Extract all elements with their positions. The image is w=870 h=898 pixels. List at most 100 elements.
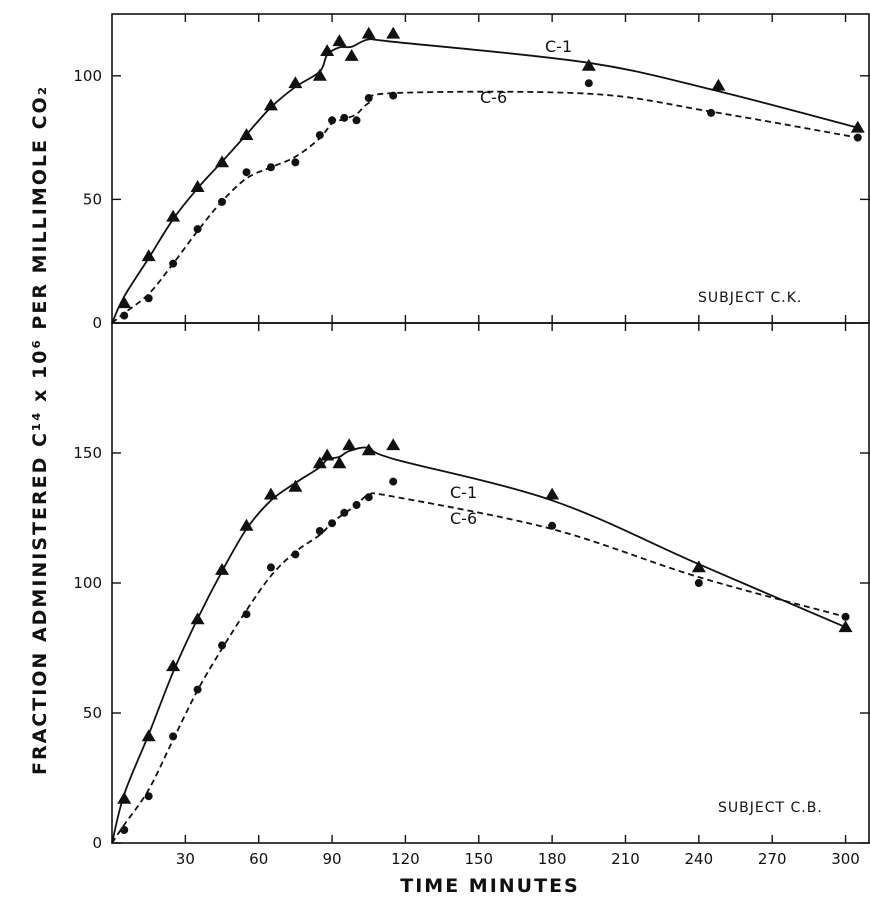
data-point-circle: [266, 163, 275, 172]
data-point-circle: [389, 91, 398, 100]
plot-frame: [111, 322, 870, 844]
data-point-circle: [169, 259, 178, 268]
data-point-circle: [328, 519, 337, 528]
data-point-triangle: [691, 560, 706, 573]
data-point-triangle: [386, 438, 401, 451]
x-tick-label: 300: [831, 850, 860, 868]
data-point-triangle: [320, 448, 335, 461]
data-point-triangle: [166, 209, 181, 222]
x-tick-label: 60: [249, 850, 268, 868]
data-point-triangle: [117, 296, 132, 309]
subject-label: SUBJECT C.K.: [698, 290, 802, 306]
data-point-triangle: [361, 443, 376, 456]
data-point-circle: [352, 501, 361, 509]
series-label: C-6: [480, 88, 507, 107]
series-line-c-6: [111, 492, 846, 844]
data-point-triangle: [320, 44, 335, 56]
data-point-circle: [193, 225, 202, 234]
data-point-triangle: [386, 26, 401, 39]
data-point-circle: [291, 158, 300, 167]
data-point-triangle: [117, 791, 132, 804]
data-point-triangle: [361, 26, 376, 39]
data-point-circle: [389, 477, 398, 486]
data-point-circle: [584, 79, 593, 88]
data-point-triangle: [545, 487, 560, 500]
data-point-circle: [340, 113, 349, 122]
data-point-triangle: [312, 456, 327, 469]
x-tick-label: 180: [538, 850, 567, 868]
data-point-circle: [694, 579, 703, 587]
plot-frame: [111, 13, 870, 324]
data-point-circle: [853, 133, 862, 142]
y-tick-label: 100: [73, 574, 102, 592]
shared-x-axis: 30 60 90 120 150 180 210 240 270 300: [176, 850, 860, 868]
series-label: C-6: [450, 509, 477, 528]
data-point-circle: [242, 610, 251, 619]
data-point-circle: [328, 116, 337, 125]
data-point-circle: [144, 792, 153, 801]
data-point-circle: [120, 826, 129, 834]
data-point-circle: [364, 94, 373, 103]
y-tick-label: 50: [83, 704, 102, 722]
series-label: C-1: [450, 483, 477, 502]
data-point-triangle: [263, 487, 278, 500]
data-point-circle: [218, 197, 227, 206]
series-label: C-1: [545, 37, 572, 56]
data-point-circle: [315, 131, 324, 140]
x-tick-label: 210: [611, 850, 640, 868]
y-tick-label: 0: [92, 314, 102, 332]
series-line-c-1: [111, 37, 859, 324]
data-point-triangle: [312, 68, 327, 81]
panel-top: 0 50 100 C-1 C-6 SUBJECT C.K.: [73, 13, 870, 332]
data-point-triangle: [332, 34, 347, 47]
data-point-circle: [169, 732, 178, 741]
panel-bottom: 0 50 100 150 C-1 C-6 SUBJECT C.B.: [73, 322, 870, 852]
data-point-triangle: [288, 479, 303, 492]
data-point-circle: [120, 311, 129, 320]
data-point-circle: [144, 294, 153, 303]
data-point-circle: [707, 108, 716, 117]
x-tick-label: 120: [391, 850, 420, 868]
data-point-circle: [548, 521, 557, 530]
y-tick-label: 50: [83, 190, 102, 208]
x-tick-label: 270: [758, 850, 787, 868]
data-point-triangle: [239, 518, 254, 531]
data-point-circle: [218, 641, 227, 650]
y-axis-title: FRACTION ADMINISTERED C¹⁴ x 10⁶ PER MILL…: [29, 85, 51, 775]
data-point-circle: [266, 563, 275, 572]
data-point-circle: [291, 550, 300, 559]
y-tick-label: 100: [73, 67, 102, 85]
data-point-triangle: [838, 620, 853, 633]
data-point-triangle: [711, 78, 726, 91]
data-point-triangle: [215, 563, 230, 575]
data-point-triangle: [581, 58, 596, 71]
x-tick-label: 30: [176, 850, 195, 868]
data-point-triangle: [239, 128, 254, 141]
data-point-triangle: [344, 49, 359, 61]
data-point-triangle: [342, 438, 357, 451]
data-point-triangle: [215, 155, 230, 168]
data-point-triangle: [332, 456, 347, 469]
data-point-triangle: [190, 612, 205, 625]
x-tick-label: 90: [323, 850, 342, 868]
data-point-circle: [841, 612, 850, 621]
x-tick-label: 150: [464, 850, 493, 868]
data-point-triangle: [263, 98, 278, 111]
y-tick-label: 150: [73, 444, 102, 462]
data-point-circle: [315, 527, 324, 535]
data-point-circle: [242, 168, 251, 177]
data-point-triangle: [850, 120, 865, 133]
data-point-triangle: [166, 659, 181, 672]
data-point-circle: [340, 508, 349, 517]
x-axis-title: TIME MINUTES: [400, 875, 579, 897]
series-line-c-6: [111, 90, 858, 324]
data-point-triangle: [141, 729, 156, 742]
subject-label: SUBJECT C.B.: [718, 800, 823, 816]
y-tick-label: 0: [92, 834, 102, 852]
data-point-circle: [193, 685, 202, 694]
data-point-triangle: [288, 76, 303, 89]
data-point-circle: [352, 116, 361, 125]
data-point-triangle: [190, 180, 205, 192]
x-tick-label: 240: [685, 850, 714, 868]
